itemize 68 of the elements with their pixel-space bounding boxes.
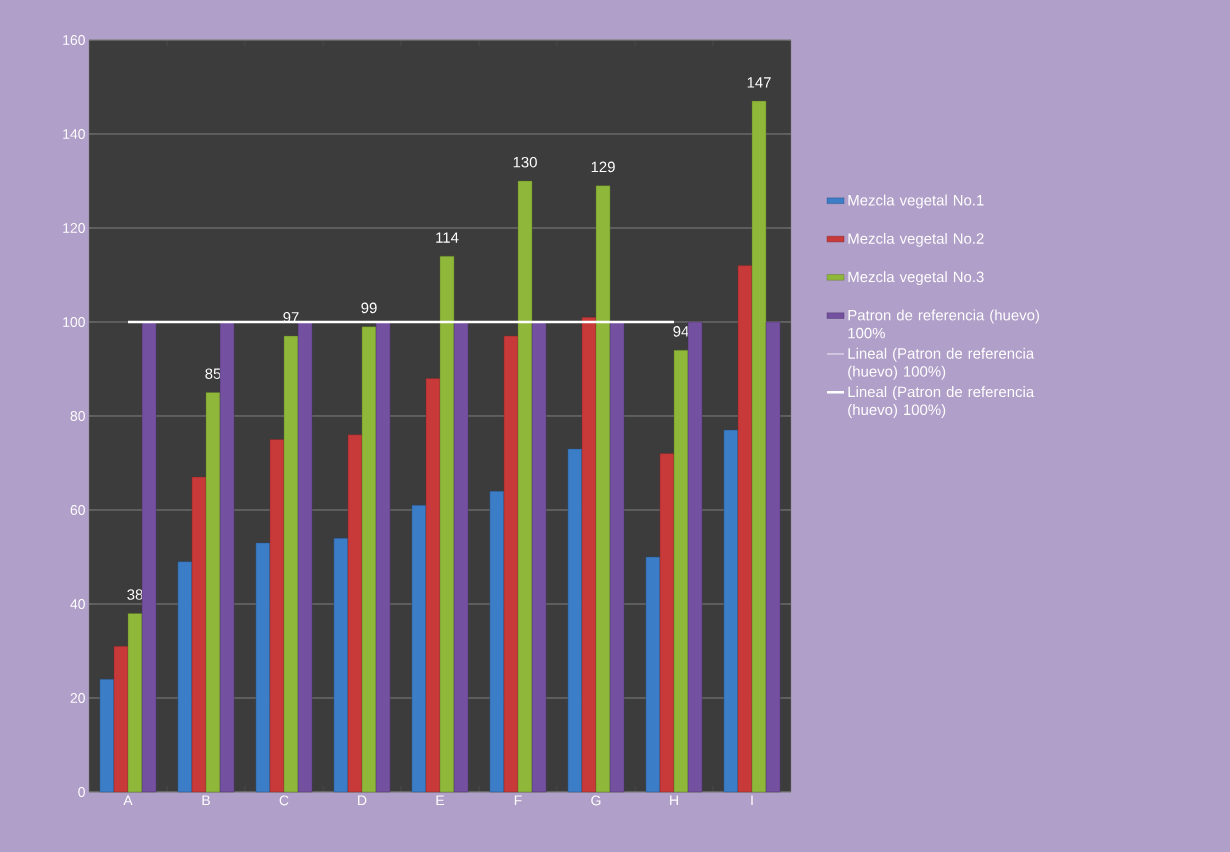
x-tick-label: F <box>514 795 522 806</box>
x-tick-label: C <box>279 795 289 806</box>
data-label: 129 <box>591 161 615 173</box>
y-tick-label: 0 <box>78 787 85 797</box>
x-tick-label: E <box>436 795 445 806</box>
bar <box>255 542 271 793</box>
x-tick-label: A <box>123 795 133 806</box>
bar <box>453 321 469 793</box>
x-tick-label: G <box>591 795 601 806</box>
x-tick-label: B <box>202 795 210 806</box>
bar <box>361 326 377 793</box>
legend-label: Mezcla vegetal No.1 <box>848 194 984 209</box>
bar <box>645 556 661 793</box>
bar <box>283 335 299 793</box>
bar <box>503 335 519 793</box>
bar <box>141 321 157 793</box>
bar <box>219 321 235 793</box>
bar <box>425 378 441 793</box>
bar <box>765 321 781 793</box>
y-tick-label: 40 <box>70 599 85 609</box>
bar <box>673 350 689 793</box>
y-tick-label: 60 <box>70 505 85 515</box>
bar <box>99 679 115 793</box>
x-tick-label: I <box>751 795 753 806</box>
bar <box>517 180 533 793</box>
bar <box>531 321 547 793</box>
legend-label: Lineal (Patron de referencia (huevo) 100%) <box>848 386 1035 418</box>
legend-label: Mezcla vegetal No.3 <box>848 271 984 286</box>
bar <box>411 505 427 793</box>
bar <box>751 100 767 793</box>
bar <box>659 453 675 793</box>
data-label: 147 <box>747 77 771 88</box>
legend-label: Mezcla vegetal No.2 <box>848 232 984 247</box>
data-label: 38 <box>127 589 143 600</box>
bar <box>191 476 207 793</box>
y-tick-label: 80 <box>70 411 85 421</box>
data-label: 94 <box>673 326 689 337</box>
bar <box>723 429 739 793</box>
y-tick-label: 120 <box>63 223 85 233</box>
data-label: 85 <box>205 368 221 379</box>
bar <box>269 439 285 793</box>
bar <box>375 321 391 793</box>
bar <box>439 256 455 793</box>
legend-label: Patron de referencia (huevo) 100% <box>848 309 1040 339</box>
y-tick-label: 160 <box>63 35 85 45</box>
bar <box>609 321 625 793</box>
bar <box>737 265 753 793</box>
bar <box>687 321 703 793</box>
bar <box>595 185 611 793</box>
bar <box>205 392 221 793</box>
data-label: 99 <box>361 302 377 314</box>
bar <box>297 321 313 793</box>
bar <box>113 646 129 793</box>
data-label: 114 <box>436 232 459 243</box>
bar <box>567 448 583 793</box>
bar <box>177 561 193 793</box>
bar <box>347 434 363 793</box>
y-tick-label: 140 <box>63 129 85 139</box>
y-tick-label: 20 <box>70 693 85 703</box>
bar <box>489 491 505 793</box>
y-tick-label: 100 <box>63 317 85 327</box>
bar <box>581 317 597 793</box>
bar <box>333 538 349 793</box>
legend-label: Lineal (Patron de referencia (huevo) 100%) <box>848 347 1035 380</box>
x-tick-label: D <box>358 795 367 806</box>
data-label: 130 <box>513 156 537 168</box>
x-tick-label: H <box>670 795 678 806</box>
bar <box>127 613 143 793</box>
